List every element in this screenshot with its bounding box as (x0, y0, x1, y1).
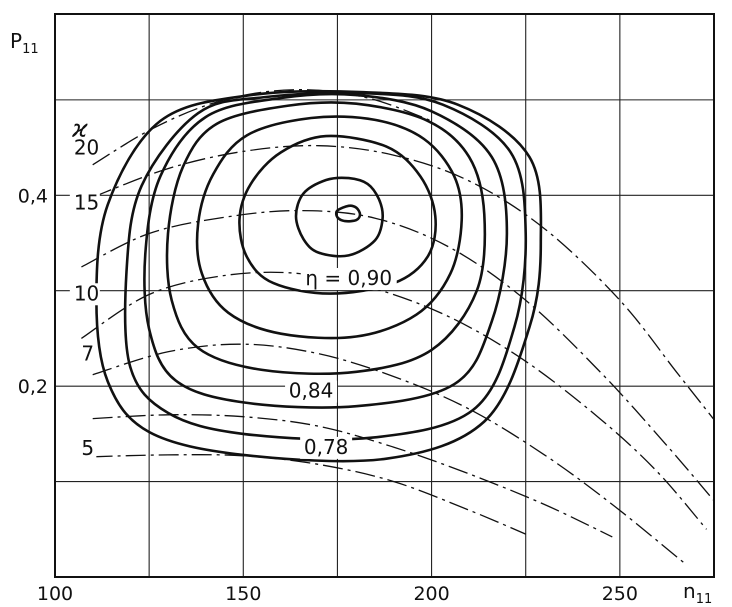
grid (54, 14, 715, 577)
y-tick-label: 0,2 (18, 376, 48, 398)
efficiency-contour-label: 0,78 (304, 435, 349, 459)
curve-label-background (69, 192, 100, 215)
curve-label-background (77, 437, 97, 460)
x-tick-label: 200 (413, 583, 449, 605)
curve-label-background (300, 436, 353, 459)
kappa-curve (92, 414, 613, 538)
kappa-curve-label: 15 (74, 191, 99, 215)
x-tick-label: 150 (225, 583, 261, 605)
curve-label-background (69, 137, 100, 160)
kappa-curve-label: 5 (81, 436, 94, 460)
efficiency-contour (123, 91, 528, 441)
kappa-curve (81, 271, 707, 530)
efficiency-contour (195, 115, 464, 340)
curve-label-background (69, 283, 100, 306)
tick-labels: 100 150 200 250 0,2 0,4 (18, 185, 638, 605)
kappa-curve-label: 20 (74, 135, 99, 159)
curve-labels: 20 15 10 7 5 η = 0,90 0,84 0,78 (69, 135, 397, 460)
kappa-curve (81, 209, 715, 502)
efficiency-contour (165, 101, 487, 376)
efficiency-contour (334, 204, 362, 223)
curve-label-background (300, 268, 397, 291)
curve-label-background (77, 343, 97, 366)
kappa-curve (92, 343, 685, 564)
x-tick-label: 100 (37, 583, 73, 605)
efficiency-contour (238, 134, 437, 295)
efficiency-contour (95, 89, 543, 463)
efficiency-contour-label: η = 0,90 (305, 266, 392, 290)
kappa-curve (92, 144, 715, 421)
efficiency-contour-label: 0,84 (289, 379, 334, 403)
efficiency-contour (143, 92, 509, 409)
plot-frame (54, 13, 715, 578)
x-tick-label: 250 (602, 583, 638, 605)
kappa-curve-label: 7 (81, 341, 94, 365)
x-axis-label: n11 (683, 579, 712, 607)
curve-label-background (285, 380, 338, 403)
kappa-curve (92, 454, 526, 535)
kappa-curve-label: 10 (74, 281, 99, 305)
efficiency-contour (294, 176, 385, 258)
y-tick-label: 0,4 (18, 185, 48, 207)
efficiency-contours (95, 89, 543, 463)
y-axis-label: P11 (10, 29, 39, 57)
kappa-symbol: ϰ (71, 115, 88, 143)
